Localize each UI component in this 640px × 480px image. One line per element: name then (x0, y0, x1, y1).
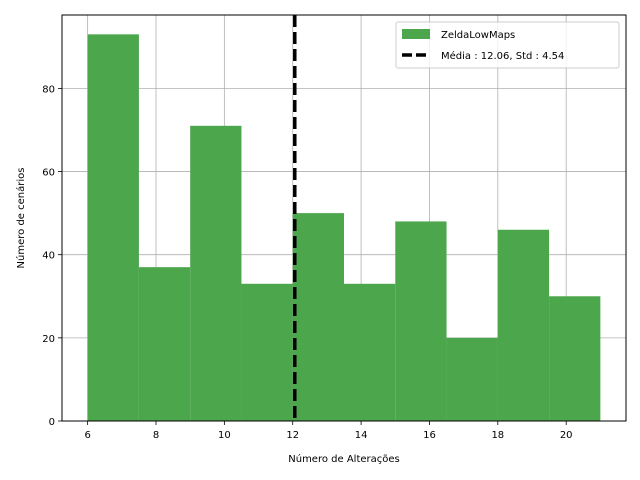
x-axis-label: Número de Alterações (288, 453, 400, 465)
y-tick-label: 20 (42, 334, 55, 345)
histogram-bar (344, 283, 396, 421)
x-tick-label: 16 (423, 430, 436, 441)
legend-box (395, 21, 620, 69)
histogram-bar (87, 34, 139, 421)
axis-ticks: 6 8 10 12 14 16 18 20 0 20 40 60 80 (42, 84, 572, 441)
x-tick-label: 20 (560, 430, 573, 441)
histogram-bar (241, 283, 293, 421)
x-tick-label: 10 (218, 430, 231, 441)
x-tick-label: 8 (153, 430, 159, 441)
y-tick-label: 60 (42, 168, 55, 179)
histogram-bar (497, 229, 550, 421)
histogram-bar (138, 267, 191, 421)
legend-swatch-zeldalowmaps (402, 29, 430, 39)
x-tick-label: 18 (491, 430, 504, 441)
histogram-bar (190, 125, 242, 422)
histogram-bar (292, 213, 344, 421)
legend-label-zeldalowmaps: ZeldaLowMaps (441, 30, 515, 41)
histogram-bar (395, 221, 447, 421)
x-tick-label: 6 (84, 430, 90, 441)
legend-label-mean: Média : 12.06, Std : 4.54 (441, 50, 564, 62)
histogram-bar (446, 337, 498, 421)
y-tick-label: 0 (49, 417, 55, 428)
histogram-bars (87, 34, 601, 422)
y-tick-label: 40 (42, 251, 55, 262)
histogram-bar (549, 296, 601, 421)
x-tick-label: 12 (286, 430, 299, 441)
legend: ZeldaLowMaps Média : 12.06, Std : 4.54 (395, 21, 620, 69)
x-tick-label: 14 (355, 430, 368, 441)
y-tick-label: 80 (42, 84, 55, 95)
y-axis-label: Número de cenários (15, 168, 27, 269)
plot-frame (61, 14, 627, 422)
